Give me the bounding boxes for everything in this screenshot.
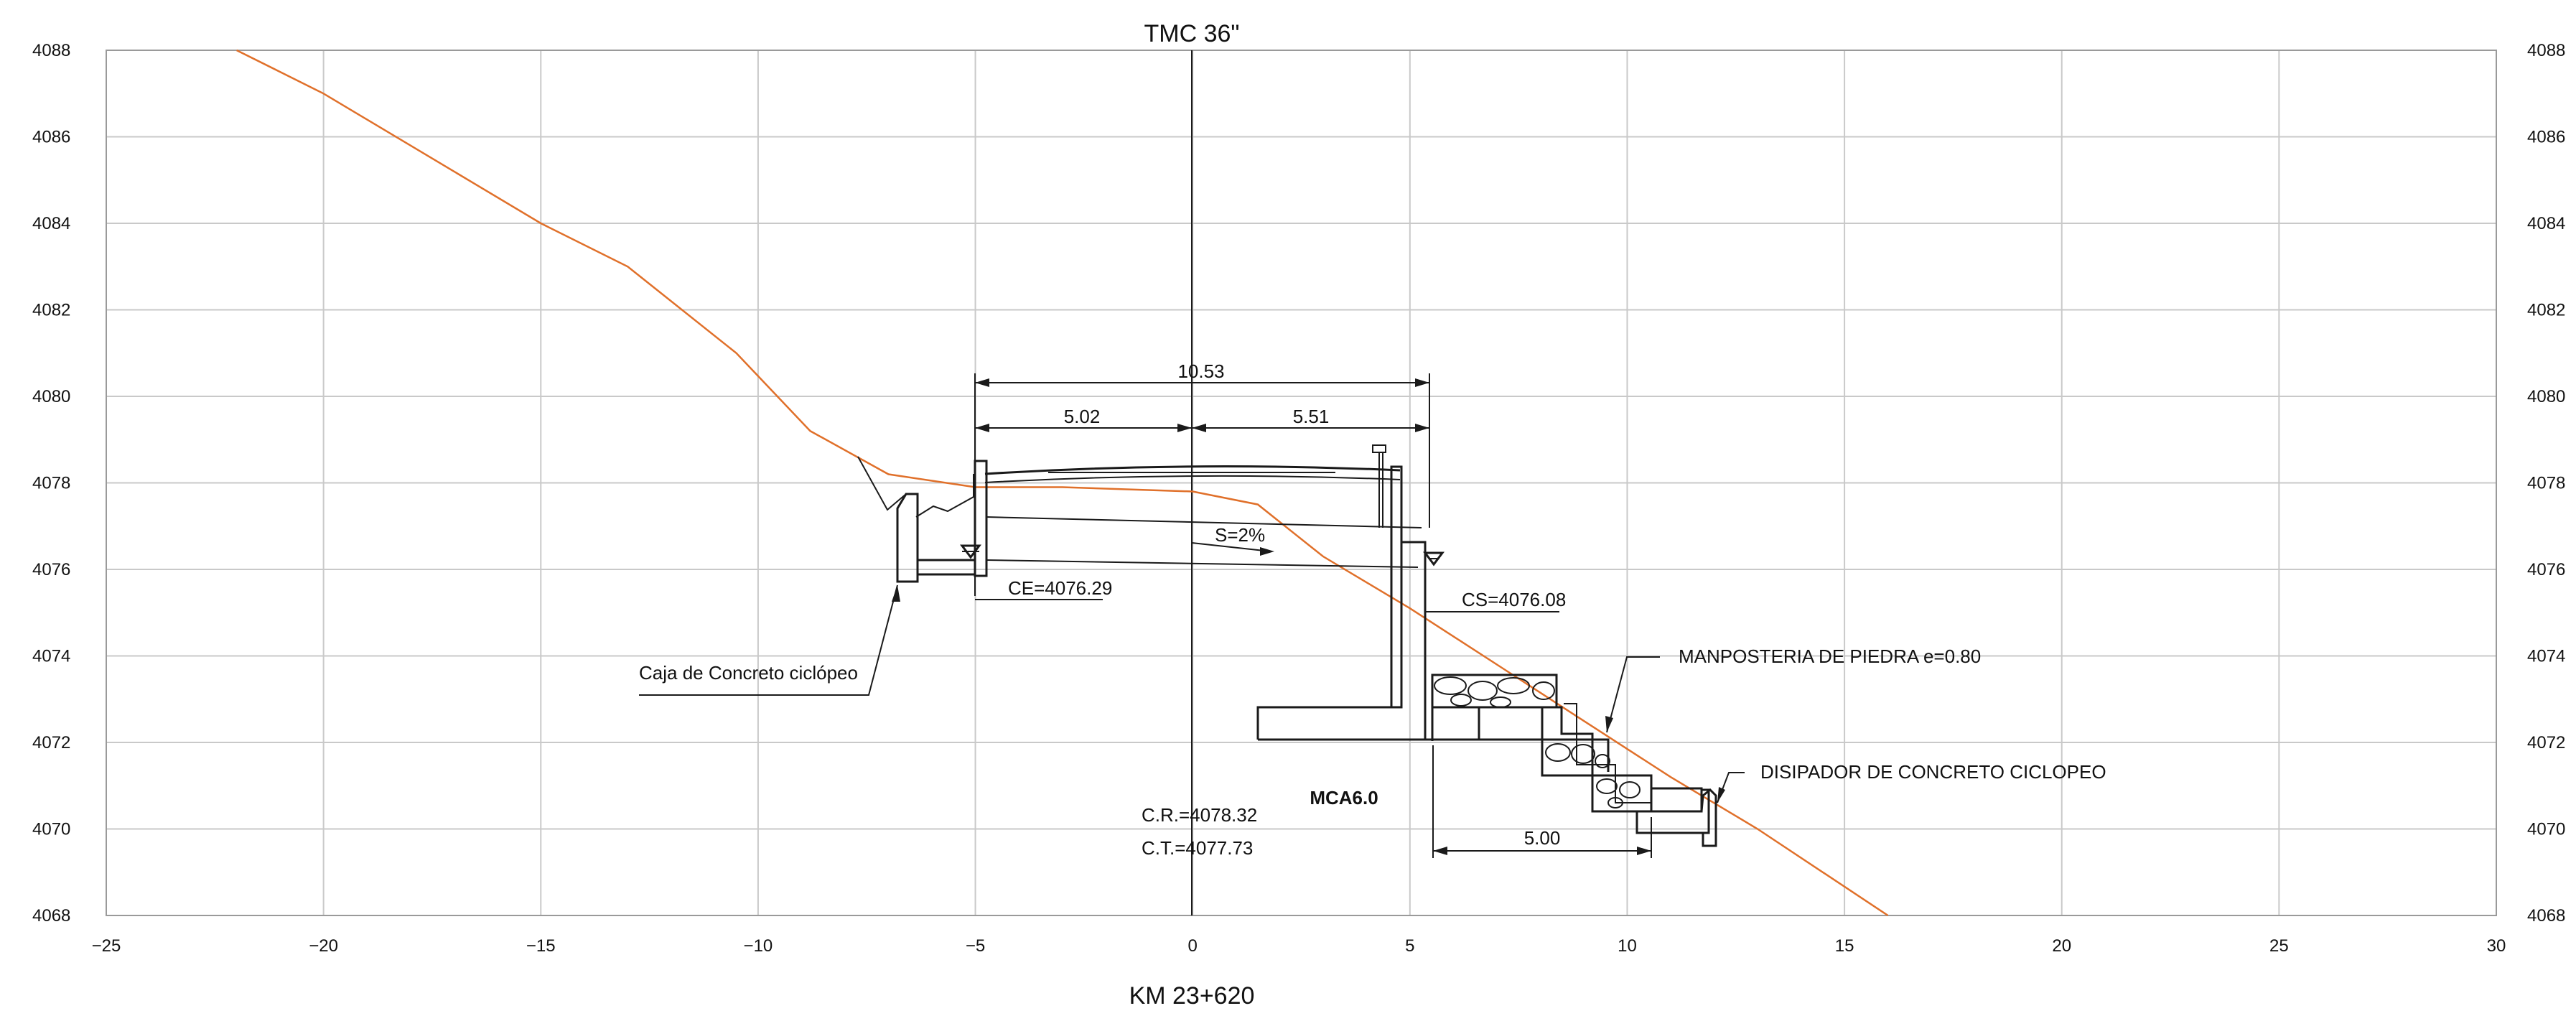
dim-total: 10.53	[1177, 360, 1224, 382]
x-tick-label: −25	[92, 936, 121, 956]
y-tick-label-left: 4086	[32, 128, 70, 147]
drawing-title: TMC 36"	[1144, 20, 1240, 47]
disipador-callout: DISIPADOR DE CONCRETO CICLOPEO	[1760, 761, 2106, 783]
x-tick-label: −10	[744, 936, 773, 956]
y-tick-label-left: 4068	[32, 906, 70, 926]
y-tick-label-right: 4072	[2527, 733, 2565, 752]
x-tick-label: −20	[309, 936, 338, 956]
dim-right: 5.51	[1293, 406, 1330, 427]
inlet-elevation: CE=4076.29	[1008, 577, 1112, 599]
y-tick-label-left: 4074	[32, 647, 70, 666]
x-tick-label: 15	[1835, 936, 1854, 956]
terrain-profile-line	[236, 49, 1889, 917]
y-tick-label-right: 4070	[2527, 820, 2565, 839]
x-tick-label: −15	[526, 936, 556, 956]
outlet-elevation: CS=4076.08	[1462, 589, 1566, 610]
y-tick-label-left: 4078	[32, 474, 70, 493]
manposteria-callout: MANPOSTERIA DE PIEDRA e=0.80	[1679, 646, 1981, 667]
x-tick-label: 20	[2052, 936, 2071, 956]
x-tick-label: 30	[2487, 936, 2506, 956]
plot-frame	[106, 50, 2497, 916]
y-tick-label-left: 4084	[32, 214, 70, 233]
caja-callout: Caja de Concreto ciclópeo	[639, 662, 858, 684]
terrain-elevation: C.T.=4077.73	[1142, 837, 1253, 859]
y-tick-label-right: 4088	[2527, 41, 2565, 60]
horizontal-gridlines	[106, 50, 2496, 916]
y-tick-label-right: 4080	[2527, 387, 2565, 406]
station-label: KM 23+620	[1129, 982, 1255, 1010]
y-tick-label-left: 4070	[32, 820, 70, 839]
x-tick-label: 10	[1618, 936, 1637, 956]
y-tick-label-left: 4082	[32, 301, 70, 320]
y-tick-label-left: 4072	[32, 733, 70, 752]
x-tick-label: 25	[2269, 936, 2289, 956]
y-tick-label-right: 4084	[2527, 214, 2565, 233]
y-tick-labels-right: 4068 4070 4072 4074 4076 4078 4080 4082 4084 4086…	[2527, 41, 2565, 926]
y-tick-label-left: 4080	[32, 387, 70, 406]
dim-disipador: 5.00	[1524, 827, 1561, 849]
y-tick-labels-left: 4068 4070 4072 4074 4076 4078 4080 4082 4084 4086…	[32, 41, 70, 926]
mca-label: MCA6.0	[1310, 787, 1378, 808]
x-tick-label: 0	[1188, 936, 1198, 956]
y-tick-label-left: 4088	[32, 41, 70, 60]
x-tick-labels: −25 −20 −15 −10 −5 0 5 10 15 20 25 30	[92, 936, 2506, 956]
slope-label: S=2%	[1215, 524, 1265, 546]
y-tick-label-right: 4078	[2527, 474, 2565, 493]
y-tick-label-left: 4076	[32, 560, 70, 579]
y-tick-label-right: 4074	[2527, 647, 2565, 666]
y-tick-label-right: 4082	[2527, 301, 2565, 320]
culvert-structure	[639, 373, 1745, 858]
rasante-elevation: C.R.=4078.32	[1142, 804, 1257, 826]
x-tick-label: 5	[1405, 936, 1414, 956]
dim-left: 5.02	[1064, 406, 1101, 427]
y-tick-label-right: 4086	[2527, 128, 2565, 147]
y-tick-label-right: 4076	[2527, 560, 2565, 579]
y-tick-label-right: 4068	[2527, 906, 2565, 926]
x-tick-label: −5	[966, 936, 985, 956]
